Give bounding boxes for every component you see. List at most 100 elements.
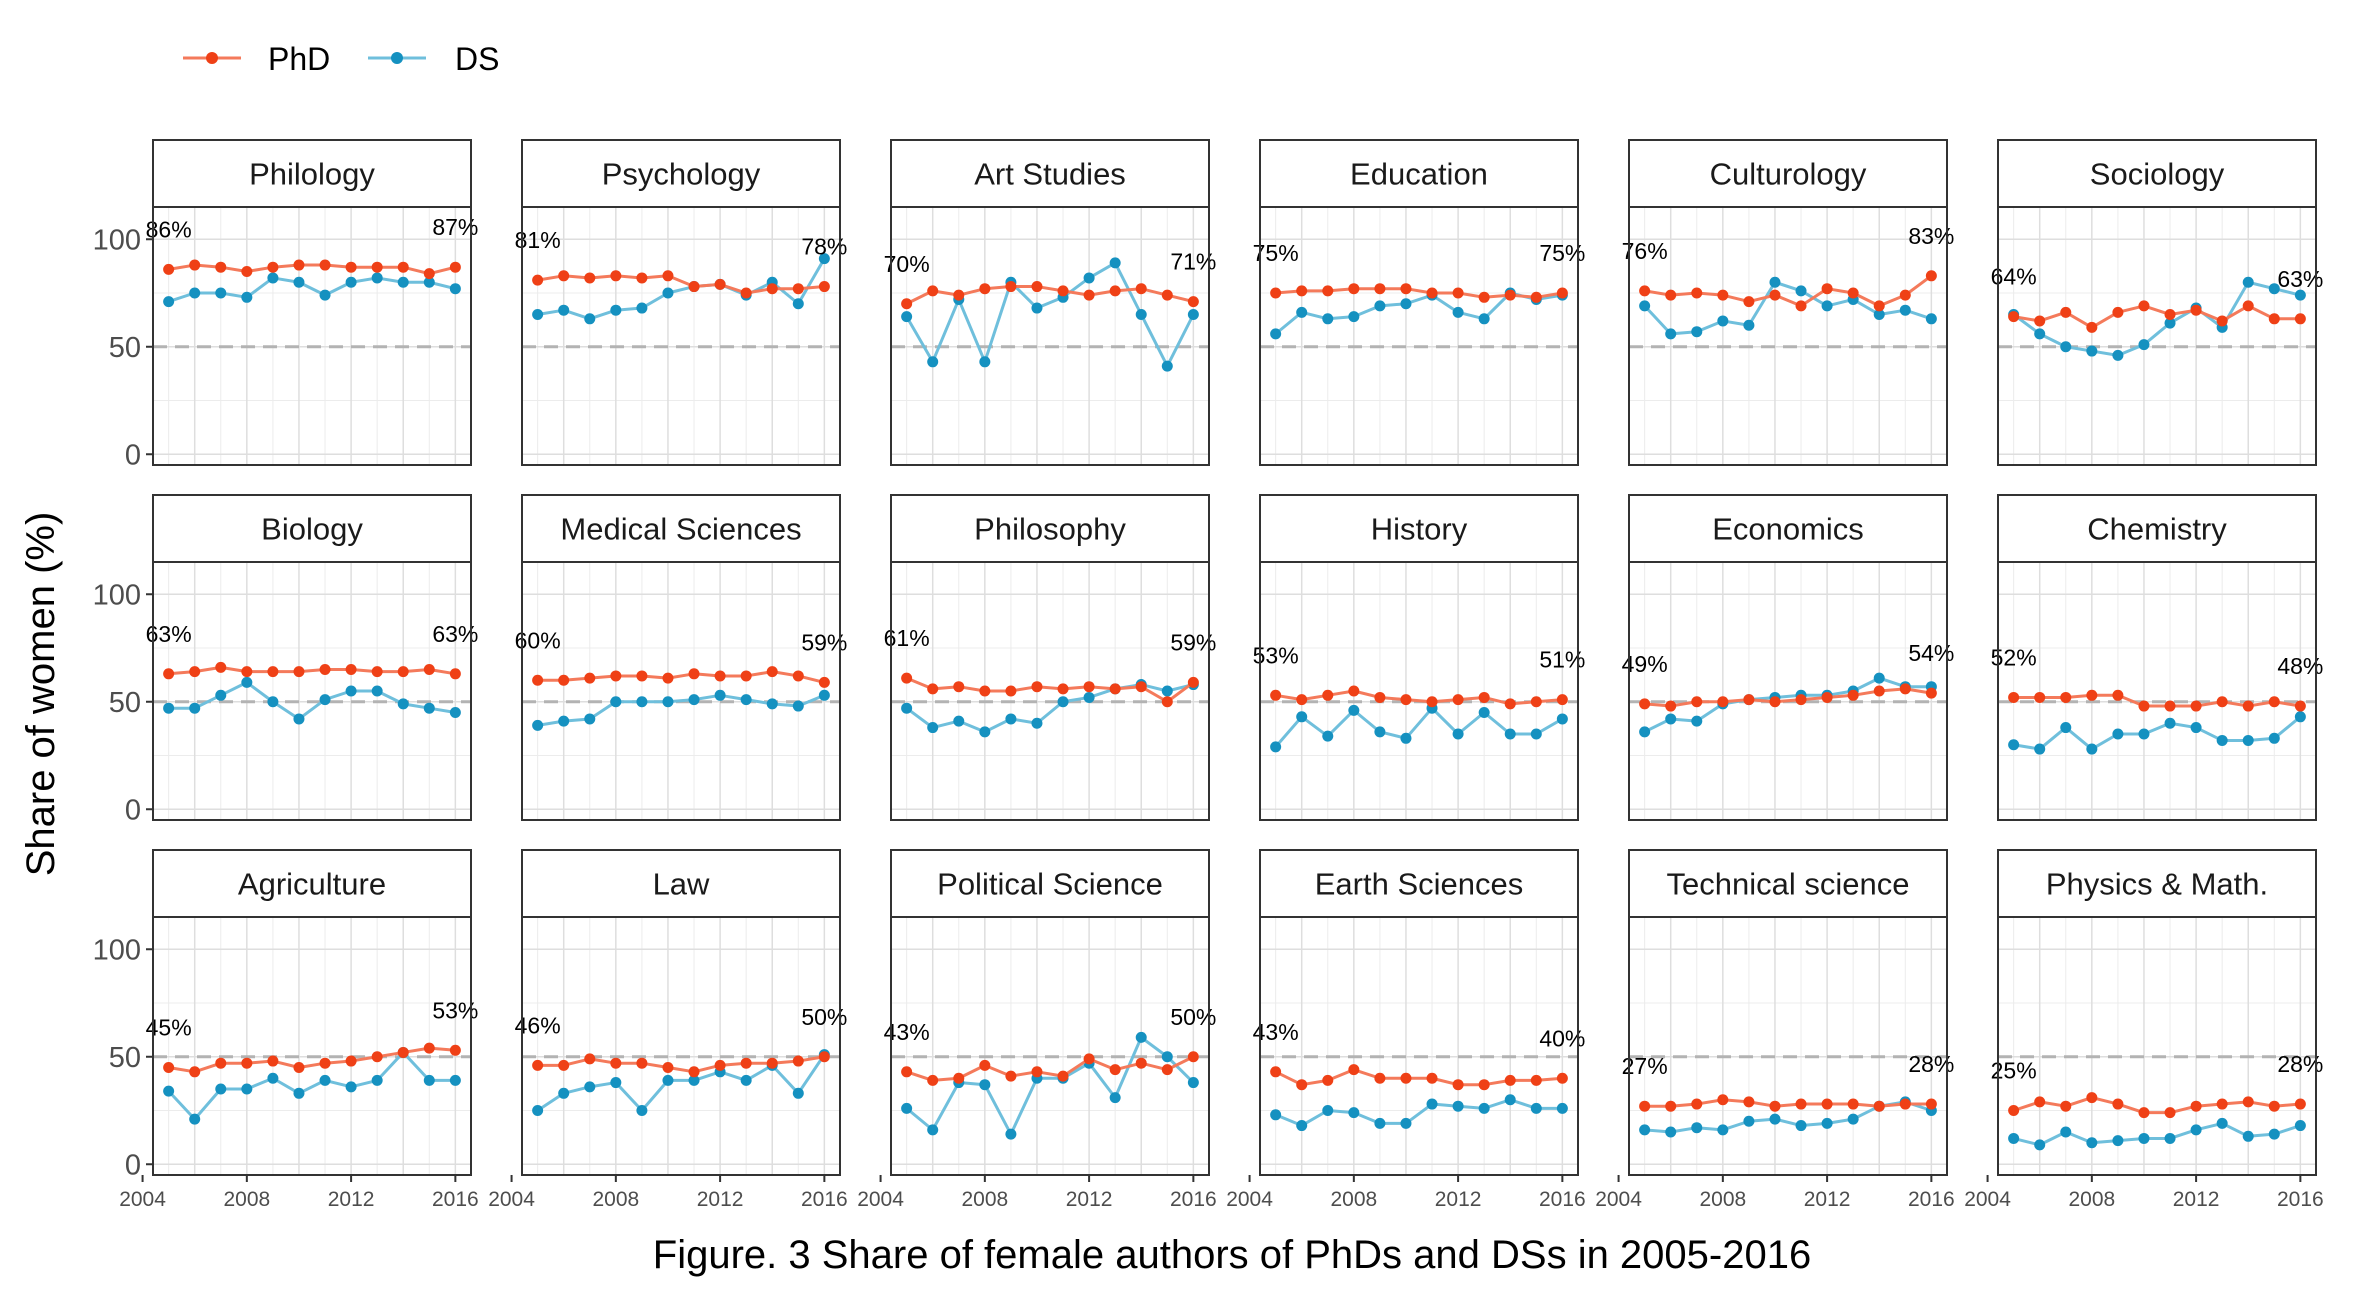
ds-series-point — [927, 1124, 939, 1136]
ds-series-point — [901, 702, 913, 714]
phd-series-point — [1717, 1094, 1729, 1106]
phd-series-point — [766, 283, 778, 295]
phd-series-point — [1769, 289, 1781, 301]
ds-series-point — [371, 685, 383, 697]
ds-series-point — [1057, 696, 1069, 708]
ds-series-point — [241, 1083, 253, 1095]
phd-series-point — [2060, 306, 2072, 318]
panel-title: Medical Sciences — [560, 512, 801, 547]
ds-series-point — [1478, 313, 1490, 325]
phd-series-point — [2268, 1100, 2280, 1112]
phd-series-point — [2216, 315, 2228, 327]
phd-series-point — [1769, 1100, 1781, 1112]
ds-series-point — [1083, 691, 1095, 703]
ds-series-point — [2242, 1130, 2254, 1142]
ds-series-point — [2294, 289, 2306, 301]
ds-series-point — [2242, 276, 2254, 288]
ds-series-point — [636, 696, 648, 708]
panel-border — [521, 916, 841, 1176]
phd-series-point — [1873, 685, 1885, 697]
ds-series-point — [1374, 726, 1386, 738]
phd-series-point — [927, 1074, 939, 1086]
phd-series-point — [1057, 683, 1069, 695]
phd-series-point — [662, 672, 674, 684]
phd-series-point — [215, 1057, 227, 1069]
ds-series-point — [1639, 726, 1651, 738]
phd-series-point — [2216, 1098, 2228, 1110]
plot-background — [153, 917, 471, 1175]
ds-series-point — [423, 1074, 435, 1086]
ds-series-point — [2060, 341, 2072, 353]
phd-series-point — [610, 670, 622, 682]
phd-series-point — [163, 263, 175, 275]
plot-background — [522, 562, 840, 820]
ds-series-point — [2086, 743, 2098, 755]
phd-series-point — [397, 666, 409, 678]
ds-series-point — [1665, 328, 1677, 340]
ds-series-point — [1691, 326, 1703, 338]
phd-series-point — [2216, 696, 2228, 708]
x-tick-label: 2016 — [432, 1188, 479, 1211]
phd-series-point — [1031, 281, 1043, 293]
phd-series-point — [345, 1055, 357, 1067]
phd-series-point — [1426, 287, 1438, 299]
panel-strip — [1628, 494, 1948, 563]
ds-series-line — [905, 261, 1195, 368]
ds-series-point — [1847, 1113, 1859, 1125]
ds-series-point — [1873, 672, 1885, 684]
phd-series-point — [2242, 1096, 2254, 1108]
ds-series-point — [1556, 1102, 1568, 1114]
ds-series-point — [1161, 685, 1173, 697]
phd-series-point — [267, 261, 279, 273]
x-tick-label: 2004 — [488, 1188, 535, 1211]
x-tick-label: 2004 — [119, 1188, 166, 1211]
panel-title: Technical science — [1667, 867, 1910, 902]
plot-background — [1260, 562, 1578, 820]
phd-series-point — [2008, 311, 2020, 323]
panel-strip — [1628, 849, 1948, 918]
phd-series-point — [1109, 285, 1121, 297]
phd-series-point — [2112, 306, 2124, 318]
phd-series-point — [2060, 691, 2072, 703]
phd-series-point — [423, 1042, 435, 1054]
ds-series-point — [1717, 1124, 1729, 1136]
phd-series-point — [610, 1057, 622, 1069]
phd-series-point — [1899, 1098, 1911, 1110]
ds-series-point — [345, 276, 357, 288]
phd-series-point — [371, 666, 383, 678]
ds-series-point — [2268, 283, 2280, 295]
ds-series-point — [1135, 309, 1147, 320]
phd-series-point — [1925, 687, 1937, 699]
ds-series-point — [1504, 1094, 1516, 1106]
x-tick-label: 2016 — [1539, 1188, 1586, 1211]
phd-series-point — [901, 298, 913, 310]
phd-series-point — [1899, 289, 1911, 301]
y-tick-label: 50 — [109, 332, 141, 364]
phd-series-point — [1374, 1072, 1386, 1084]
ds-series-point — [1899, 304, 1911, 316]
phd-series-point — [2112, 689, 2124, 701]
phd-series-point — [1348, 283, 1360, 295]
phd-series-point — [371, 261, 383, 273]
ds-series-point — [1322, 313, 1334, 325]
ds-series-point — [2008, 739, 2020, 751]
phd-series-point — [1400, 1072, 1412, 1084]
phd-series-point — [2294, 313, 2306, 325]
plot-background — [522, 207, 840, 465]
phd-series-point — [1717, 696, 1729, 708]
phd-series-point — [532, 1059, 544, 1071]
phd-series-point — [293, 1062, 305, 1073]
ds-series-point — [1769, 276, 1781, 288]
phd-series-point — [766, 1057, 778, 1069]
plot-background — [1998, 207, 2316, 465]
phd-series-point — [2190, 700, 2202, 712]
phd-series-point — [1296, 1079, 1308, 1091]
phd-series-point — [1322, 285, 1334, 297]
phd-series-point — [1556, 694, 1568, 706]
